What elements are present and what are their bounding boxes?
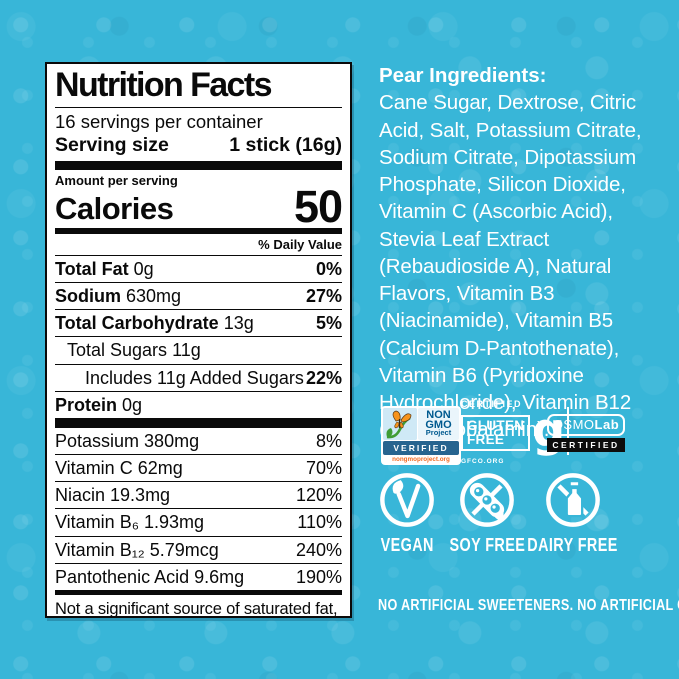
nutrient-name: Pantothenic Acid: [55, 566, 190, 587]
non-gmo-url: nongmoproject.org: [392, 456, 450, 463]
nutrient-dv: 0%: [315, 258, 342, 279]
serving-size-value: 1 stick (16g): [229, 133, 342, 156]
nutrient-name: Vitamin B₆: [55, 512, 139, 533]
nutrient-name: Includes 11g Added Sugars: [85, 367, 304, 388]
non-gmo-verified-bar: VERIFIED: [383, 441, 459, 455]
nutrient-amount: 630mg: [126, 286, 182, 307]
nutrient-name: Vitamin B₁₂: [55, 539, 145, 560]
daily-value-header: % Daily Value: [55, 234, 342, 256]
nutrient-row-sodium: Sodium 630mg 27%: [55, 283, 342, 311]
nutrient-row-vitamin-b12: Vitamin B₁₂ 5.79mcg 240%: [55, 537, 342, 564]
ingredients-heading: Pear Ingredients:: [379, 64, 547, 87]
nutrient-dv: 5%: [315, 313, 342, 334]
dairy-free-label: DAIRY FREE: [527, 535, 619, 555]
nutrient-name: Total Carbohydrate: [55, 313, 219, 334]
divider-bar-medium: [55, 227, 342, 234]
nutrient-amount: 1.93mg: [143, 512, 205, 533]
nutrient-row-total-sugars: Total Sugars 11g: [55, 337, 342, 365]
nutrient-dv: 240%: [295, 539, 342, 560]
divider-bar-thick: [55, 417, 342, 428]
dairy-free-item: DAIRY FREE: [528, 471, 618, 556]
nutrient-name: Sodium: [55, 286, 121, 307]
nutrient-row-potassium: Potassium 380mg 8%: [55, 428, 342, 456]
gluten-free-certified-text: CERTIFIED: [461, 399, 523, 409]
soy-free-icon: [460, 473, 514, 527]
nutrient-dv: 190%: [295, 566, 342, 587]
nutrient-name: Niacin: [55, 485, 106, 506]
osmolab-certified-badge: OSMOLab CERTIFIED: [547, 414, 625, 452]
nutrient-amount: 19.3mg: [110, 485, 171, 506]
nutrient-row-niacin: Niacin 19.3mg 120%: [55, 482, 342, 510]
vegan-icon: [380, 473, 434, 527]
serving-size-label: Serving size: [55, 133, 169, 156]
non-gmo-butterfly-icon: [383, 408, 417, 440]
nutrition-facts-title: Nutrition Facts: [55, 67, 342, 108]
nutrient-amount: 5.79mcg: [149, 539, 219, 560]
nutrient-row-vitamin-c: Vitamin C 62mg 70%: [55, 455, 342, 483]
amount-per-serving-label: Amount per serving: [55, 172, 178, 188]
nutrient-name: Total Fat: [55, 258, 129, 279]
nutrient-amount: 11g: [172, 340, 201, 361]
nutrient-name: Vitamin C: [55, 458, 133, 479]
divider-bar-thick: [55, 160, 342, 170]
nutrient-row-pantothenic-acid: Pantothenic Acid 9.6mg 190%: [55, 564, 342, 590]
osmo-brand-suffix: Lab: [594, 417, 620, 432]
nutrient-dv: 70%: [305, 458, 342, 479]
no-artificial-claims-text: NO ARTIFICIAL SWEETENERS. NO ARTIFICIAL …: [378, 597, 679, 614]
nutrient-amount: 0g: [122, 394, 143, 415]
soy-free-item: SOY FREE: [449, 471, 524, 556]
nutrient-amount: 62mg: [137, 458, 183, 479]
servings-per-container: 16 servings per container: [55, 110, 263, 132]
calories-row: Calories 50: [55, 180, 343, 232]
nutrient-name: Potassium: [55, 430, 140, 451]
soy-free-label: SOY FREE: [449, 535, 525, 555]
vegan-item: VEGAN: [377, 471, 437, 556]
nutrient-row-total-carbohydrate: Total Carbohydrate 13g 5%: [55, 310, 342, 338]
gluten-free-url: GFCO.ORG: [461, 458, 505, 465]
nutrient-row-total-fat: Total Fat 0g 0%: [55, 256, 342, 284]
calories-label: Calories: [55, 190, 174, 226]
calories-value: 50: [293, 180, 343, 232]
nutrient-amount: 380mg: [144, 430, 200, 451]
osmolab-wordmark: OSMOLab: [547, 414, 625, 436]
nutrient-name: Total Sugars: [67, 340, 168, 361]
non-gmo-line1: NON: [426, 409, 451, 421]
osmo-brand-prefix: OSMO: [552, 417, 595, 432]
nutrient-row-added-sugars: Includes 11g Added Sugars 22%: [55, 365, 342, 392]
non-gmo-line3: Project: [425, 428, 452, 438]
osmolab-certified-bar: CERTIFIED: [547, 438, 625, 452]
vegan-label: VEGAN: [380, 535, 434, 555]
serving-size-row: Serving size 1 stick (16g): [55, 133, 342, 161]
non-gmo-verified-badge: NON GMO Project VERIFIED nongmoproject.o…: [381, 406, 461, 465]
nutrient-dv: 27%: [305, 286, 342, 307]
nutrient-amount: 0g: [133, 258, 154, 279]
nutrient-dv: 120%: [295, 485, 342, 506]
nutrient-amount: 13g: [223, 313, 254, 334]
gfco-bracket-icon: [567, 407, 570, 455]
ingredients-text: Cane Sugar, Dextrose, Citric Acid, Salt,…: [379, 91, 642, 442]
nutrient-amount: 9.6mg: [194, 566, 245, 587]
gluten-free-wordmark: GLUTEN FREE: [461, 414, 531, 452]
dairy-free-icon: [546, 473, 600, 527]
nutrient-dv: 22%: [305, 367, 342, 388]
divider-bar-small: [55, 589, 342, 595]
nutrient-row-vitamin-b6: Vitamin B₆ 1.93mg 110%: [55, 509, 342, 537]
ingredients-block: Pear Ingredients: Cane Sugar, Dextrose, …: [379, 62, 672, 444]
non-gmo-wordmark: NON GMO Project: [418, 408, 459, 440]
nutrition-facts-panel: Nutrition Facts 16 servings per containe…: [45, 62, 352, 618]
gluten-free-badge: CERTIFIED GLUTEN FREE g GFCO.ORG: [461, 399, 570, 465]
nutrient-name: Protein: [55, 394, 118, 415]
gluten-free-line1: GLUTEN: [467, 417, 525, 433]
nutrient-dv: 8%: [315, 430, 342, 451]
label-footnote: Not a significant source of saturated fa…: [55, 599, 338, 618]
nutrient-dv: 110%: [297, 512, 342, 533]
gluten-free-line2: FREE: [467, 432, 505, 447]
non-gmo-line2: GMO: [425, 419, 452, 432]
nutrient-row-protein: Protein 0g: [55, 392, 342, 418]
